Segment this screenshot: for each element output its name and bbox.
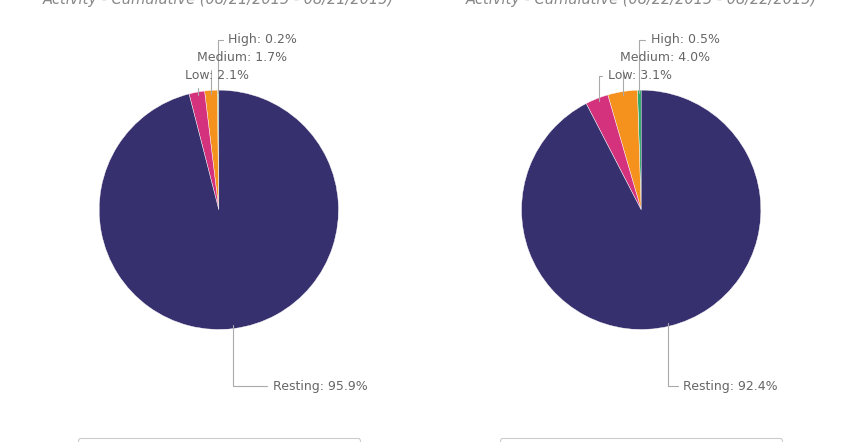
Text: Medium: 1.7%: Medium: 1.7% xyxy=(197,51,287,94)
Wedge shape xyxy=(608,90,642,210)
Text: Resting: 92.4%: Resting: 92.4% xyxy=(668,323,777,393)
Text: Low: 2.1%: Low: 2.1% xyxy=(185,69,249,95)
Text: Low: 3.1%: Low: 3.1% xyxy=(599,69,672,102)
Title: Activity - Cumulative (08/21/2015 - 08/21/2015): Activity - Cumulative (08/21/2015 - 08/2… xyxy=(43,0,395,8)
Text: Resting: 95.9%: Resting: 95.9% xyxy=(233,325,367,393)
Text: High: 0.2%: High: 0.2% xyxy=(218,33,298,93)
Wedge shape xyxy=(521,90,761,329)
Title: Activity - Cumulative (08/22/2015 - 08/22/2015): Activity - Cumulative (08/22/2015 - 08/2… xyxy=(465,0,817,8)
Legend: Resting, Low, Medium, High: Resting, Low, Medium, High xyxy=(500,438,783,442)
Wedge shape xyxy=(205,90,218,210)
Legend: Resting, Low, Medium, High: Resting, Low, Medium, High xyxy=(77,438,360,442)
Wedge shape xyxy=(637,90,642,210)
Wedge shape xyxy=(99,90,339,329)
Text: High: 0.5%: High: 0.5% xyxy=(639,33,720,93)
Text: Medium: 4.0%: Medium: 4.0% xyxy=(620,51,709,95)
Wedge shape xyxy=(189,91,218,210)
Wedge shape xyxy=(587,95,642,210)
